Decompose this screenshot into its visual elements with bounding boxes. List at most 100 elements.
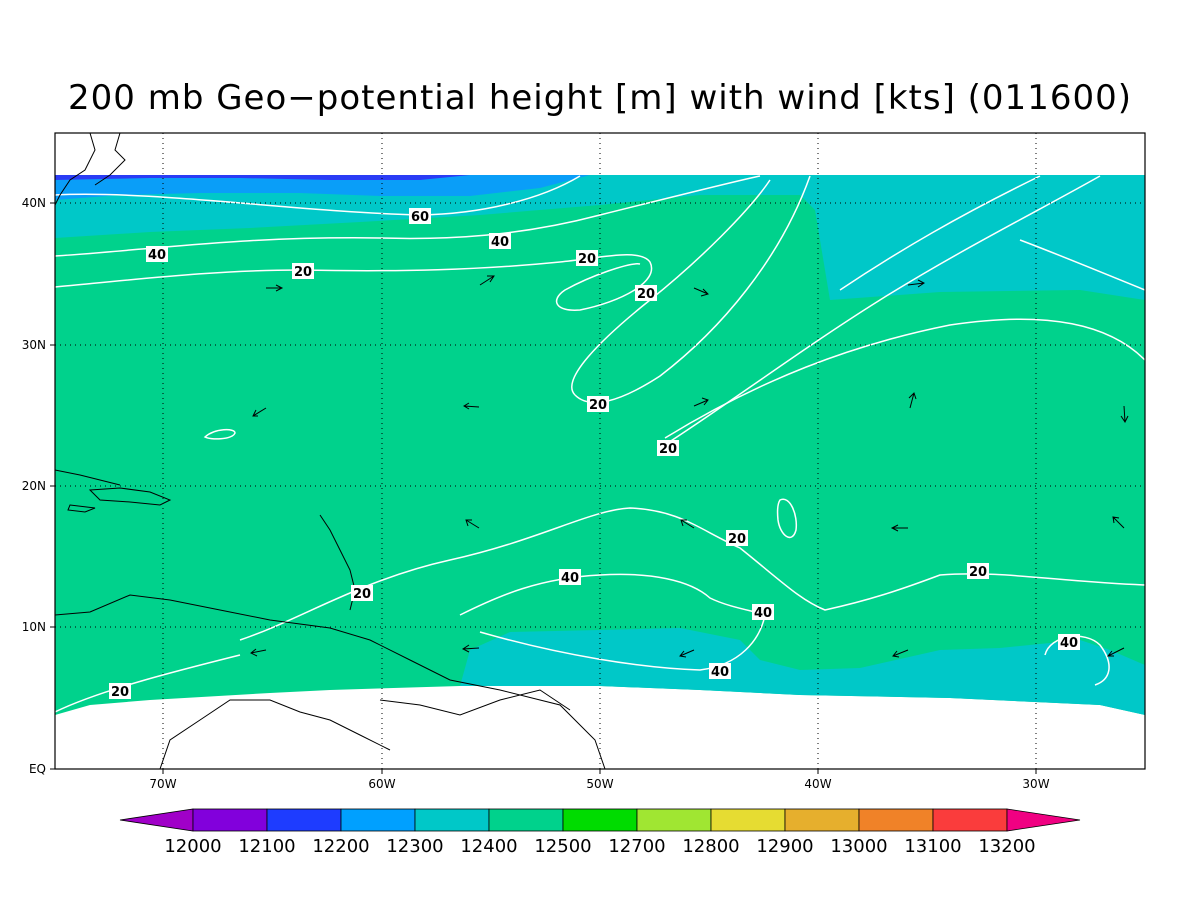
lon-tick-label: 40W bbox=[804, 777, 831, 791]
svg-text:20: 20 bbox=[969, 565, 987, 580]
colorbar-label: 12400 bbox=[460, 836, 517, 857]
colorbar-swatch bbox=[858, 808, 934, 832]
colorbar-label: 13100 bbox=[904, 836, 961, 857]
wind-arrow bbox=[892, 649, 909, 658]
lat-tick-label: 30N bbox=[22, 338, 46, 352]
isotach-20-north bbox=[55, 254, 653, 311]
colorbar-label: 12000 bbox=[164, 836, 221, 857]
svg-text:20: 20 bbox=[659, 442, 677, 457]
contour-label: 40 bbox=[709, 663, 731, 680]
svg-text:20: 20 bbox=[111, 685, 129, 700]
coast-guianas bbox=[379, 689, 571, 716]
wind-arrow bbox=[890, 524, 908, 532]
contour-label: 20 bbox=[351, 585, 373, 602]
colorbar-label: 13000 bbox=[830, 836, 887, 857]
colorbar-swatch bbox=[710, 808, 786, 832]
longitude-axis-labels: 70W 60W 50W 40W 30W bbox=[149, 777, 1049, 791]
svg-text:40: 40 bbox=[1060, 636, 1078, 651]
colorbar-swatch bbox=[266, 808, 342, 832]
colorbar-low-arrow bbox=[119, 808, 194, 832]
svg-text:40: 40 bbox=[711, 665, 729, 680]
colorbar-swatch bbox=[192, 808, 268, 832]
isotach-20-south bbox=[239, 507, 1145, 641]
wind-arrow bbox=[693, 397, 709, 407]
svg-text:20: 20 bbox=[728, 532, 746, 547]
isotach-40-east bbox=[1019, 239, 1145, 291]
contour-label: 40 bbox=[146, 246, 168, 263]
isotach-40-southeast bbox=[1044, 635, 1110, 686]
contour-label: 40 bbox=[559, 569, 581, 586]
wind-arrows bbox=[250, 275, 1129, 658]
lon-tick-label: 30W bbox=[1022, 777, 1049, 791]
grid-lines bbox=[55, 133, 1145, 769]
colorbar-swatch bbox=[488, 808, 564, 832]
contour-label: 40 bbox=[489, 233, 511, 250]
contour-label: 20 bbox=[576, 250, 598, 267]
contour-label: 20 bbox=[587, 396, 609, 413]
colorbar-labels: 12000 12100 12200 12300 12400 12500 1270… bbox=[164, 836, 1035, 857]
svg-text:40: 40 bbox=[754, 606, 772, 621]
axis-ticks bbox=[50, 202, 1037, 774]
colorbar-label: 12300 bbox=[386, 836, 443, 857]
contour-label: 40 bbox=[752, 604, 774, 621]
colorbar-swatch bbox=[340, 808, 416, 832]
wind-arrow bbox=[266, 284, 284, 292]
lon-tick-label: 50W bbox=[586, 777, 613, 791]
colorbar-label: 12100 bbox=[238, 836, 295, 857]
svg-text:20: 20 bbox=[637, 287, 655, 302]
contour-label: 20 bbox=[109, 683, 131, 700]
colorbar-swatch bbox=[784, 808, 860, 832]
colorbar-swatch bbox=[562, 808, 638, 832]
svg-text:40: 40 bbox=[148, 248, 166, 263]
height-region-12200 bbox=[55, 175, 470, 180]
isotach-20-east-a bbox=[659, 175, 1101, 449]
wind-arrow bbox=[908, 392, 917, 409]
coast-south-america bbox=[55, 594, 606, 769]
lon-tick-label: 70W bbox=[149, 777, 176, 791]
svg-text:20: 20 bbox=[589, 398, 607, 413]
colorbar bbox=[119, 808, 1081, 832]
lat-tick-label: 40N bbox=[22, 196, 46, 210]
svg-text:20: 20 bbox=[294, 265, 312, 280]
wind-arrow bbox=[1112, 516, 1125, 529]
lat-tick-label: 10N bbox=[22, 620, 46, 634]
lon-tick-label: 60W bbox=[368, 777, 395, 791]
colorbar-high-arrow bbox=[1006, 808, 1081, 832]
map-plot-area: 60 40 20 20 20 20 20 40 20 20 40 20 40 4… bbox=[55, 133, 1145, 769]
height-region-12300 bbox=[55, 175, 590, 200]
wind-arrow bbox=[679, 649, 695, 658]
height-region-12500 bbox=[55, 175, 1145, 715]
latitude-axis-labels: 40N 30N 20N 10N EQ bbox=[22, 196, 46, 776]
colorbar-label: 12900 bbox=[756, 836, 813, 857]
isotach-closed-1 bbox=[203, 428, 236, 440]
svg-text:40: 40 bbox=[561, 571, 579, 586]
wind-arrow bbox=[1106, 647, 1125, 657]
lat-tick-label: 20N bbox=[22, 479, 46, 493]
wind-arrow bbox=[252, 407, 267, 417]
isotach-20-southwest bbox=[55, 654, 241, 713]
colorbar-swatch bbox=[932, 808, 1008, 832]
wind-arrow bbox=[465, 519, 480, 529]
chart-title: 200 mb Geo−potential height [m] with win… bbox=[68, 78, 1132, 118]
colorbar-label: 12800 bbox=[682, 836, 739, 857]
coast-north-america bbox=[55, 133, 126, 206]
contour-label: 20 bbox=[657, 440, 679, 457]
contour-label: 20 bbox=[967, 563, 989, 580]
isotach-20-east-b bbox=[664, 318, 1145, 439]
contour-label: 20 bbox=[635, 285, 657, 302]
colorbar-label: 12500 bbox=[534, 836, 591, 857]
lat-tick-label: EQ bbox=[29, 762, 46, 776]
contour-label: 40 bbox=[1058, 634, 1080, 651]
coast-jamaica bbox=[67, 504, 96, 513]
coast-hispaniola bbox=[88, 487, 172, 506]
colorbar-label: 12700 bbox=[608, 836, 665, 857]
wind-arrow bbox=[463, 402, 480, 410]
wind-arrow bbox=[462, 644, 480, 653]
wind-arrow bbox=[250, 648, 267, 657]
svg-text:60: 60 bbox=[411, 210, 429, 225]
colorbar-swatch bbox=[414, 808, 490, 832]
isotach-60 bbox=[55, 175, 581, 216]
wind-arrow bbox=[680, 519, 695, 529]
wind-arrow bbox=[479, 275, 495, 286]
